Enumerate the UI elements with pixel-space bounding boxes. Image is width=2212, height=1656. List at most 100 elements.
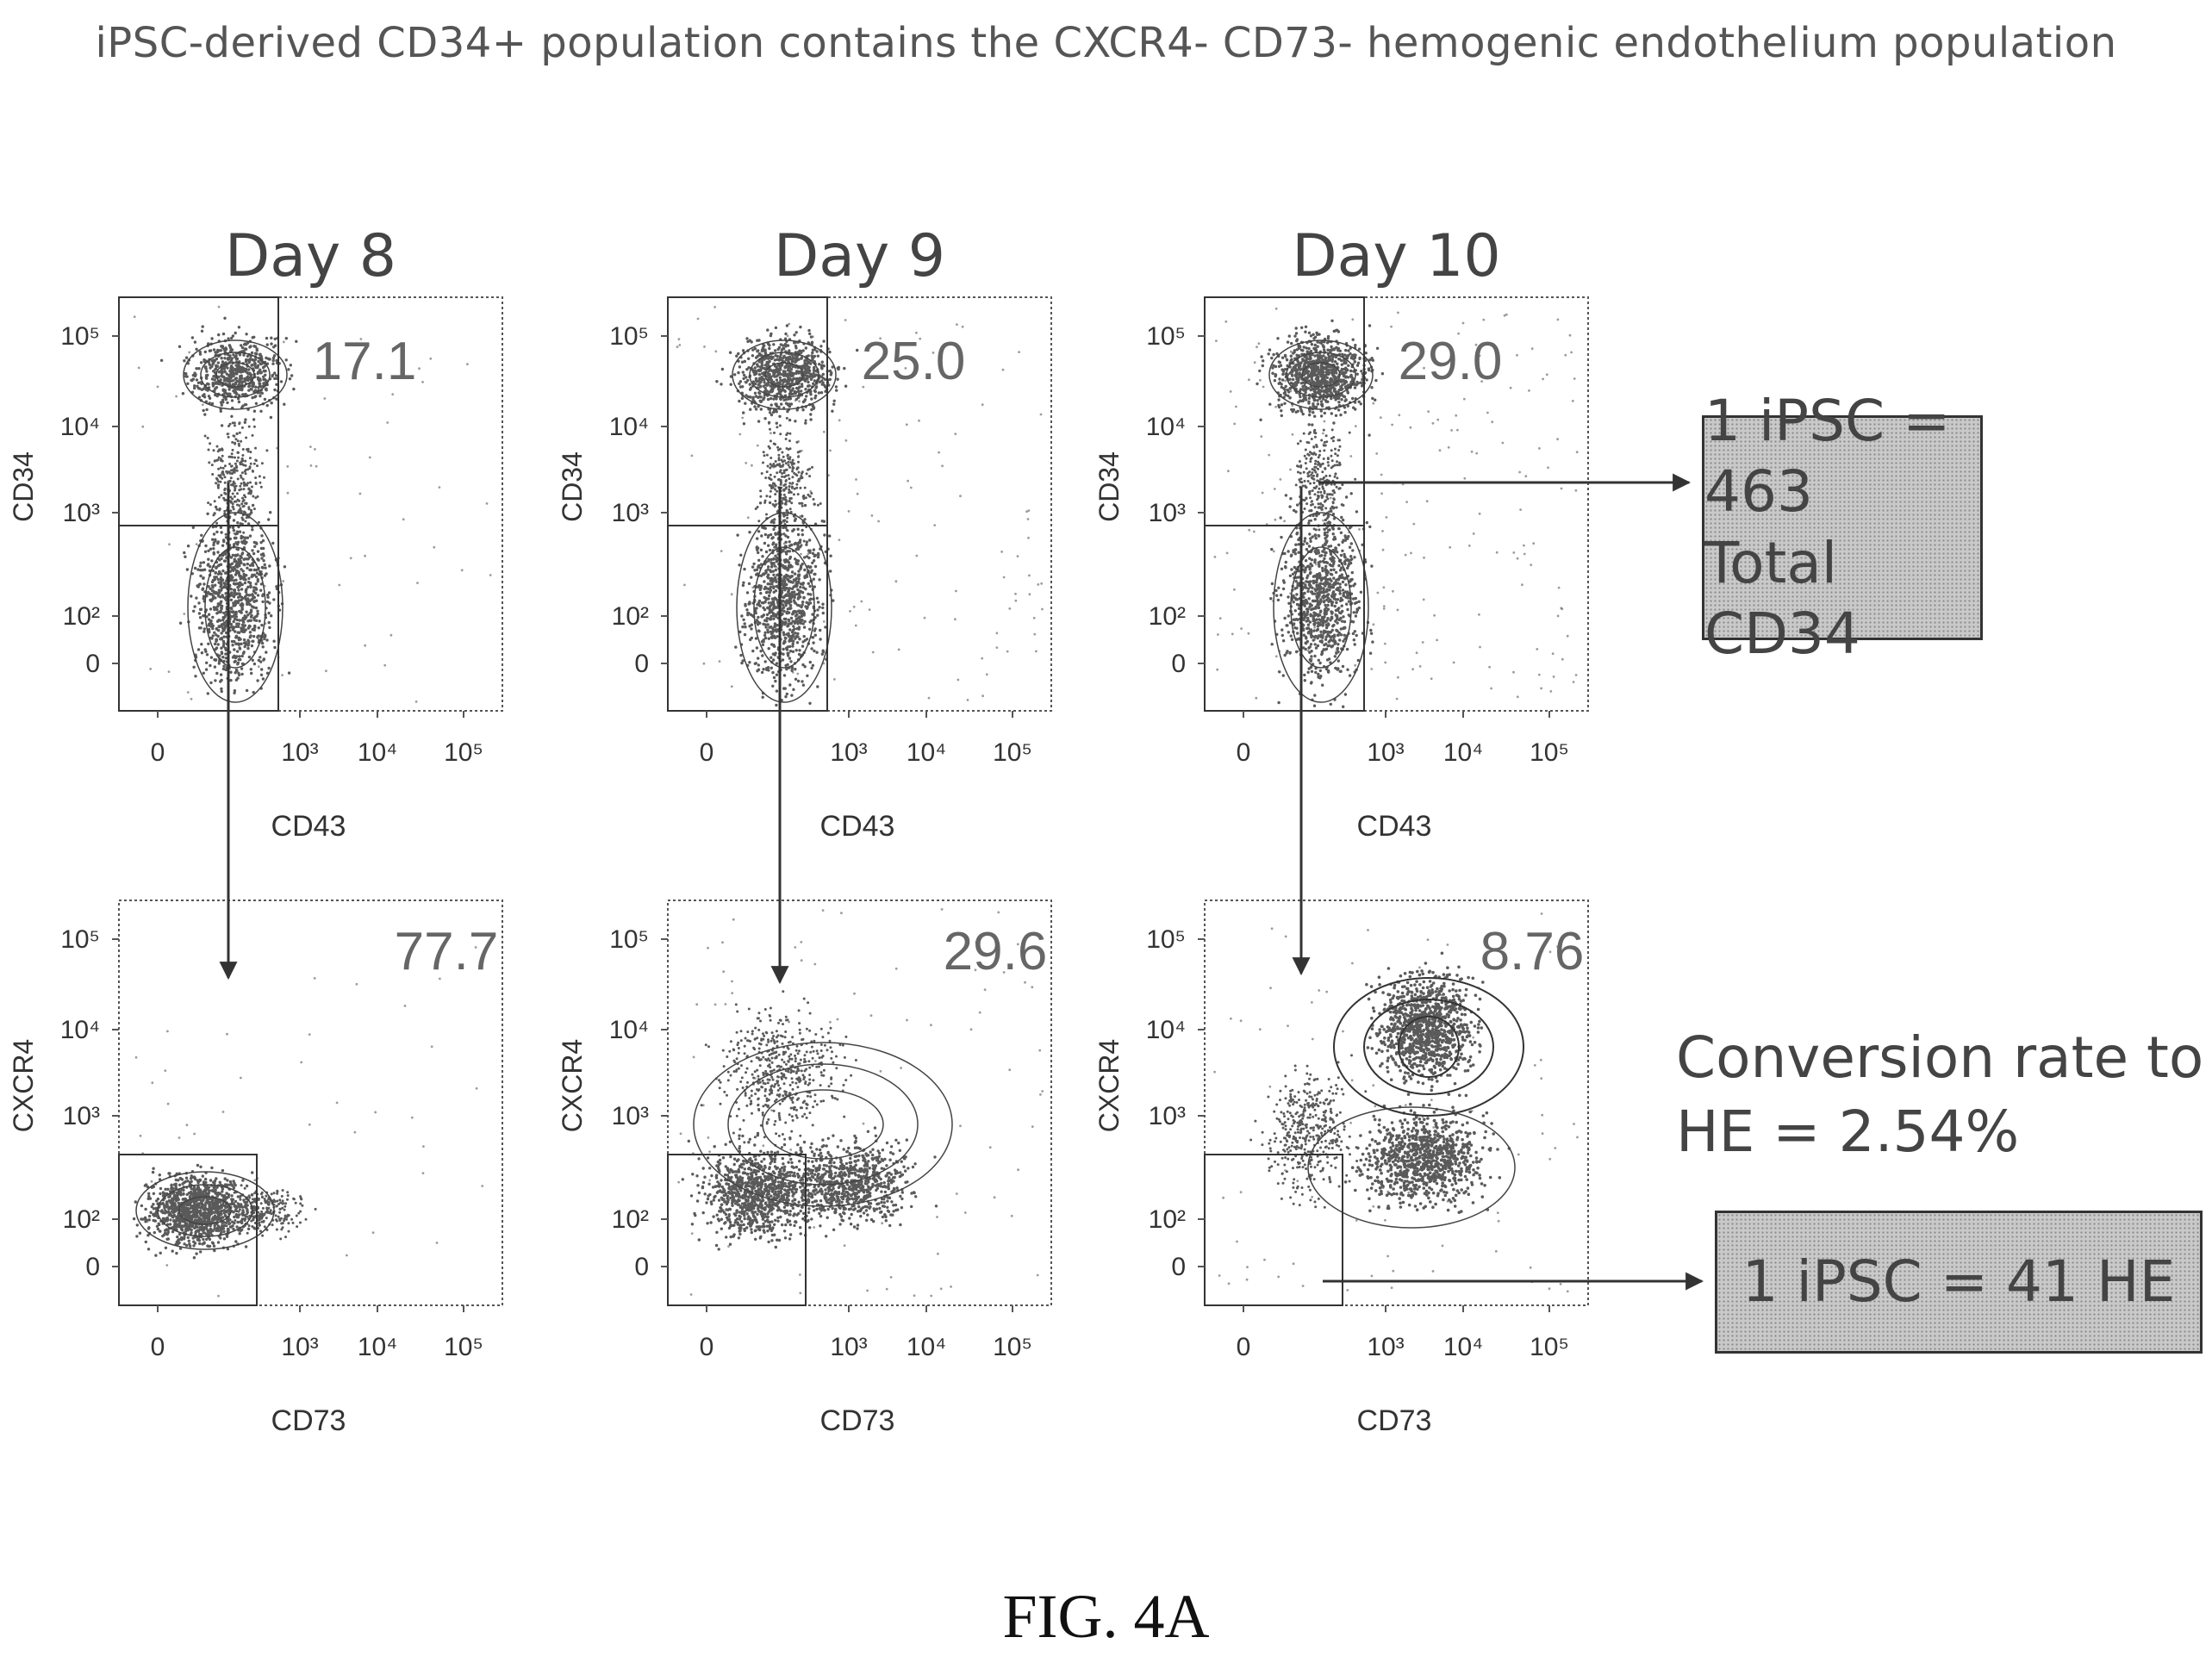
day-label: Day 9	[774, 222, 945, 290]
contour-line	[1268, 339, 1374, 410]
gate-cd34-pos	[1204, 296, 1365, 526]
contour-line	[215, 362, 255, 388]
flow-plot-1: Day 8 17.1 10⁵ 10⁴ 10³ 10² 0 0 10³ 10⁴ 10⁵ CD43 CD34	[8, 222, 503, 843]
y-tick-label: 10⁵	[60, 322, 100, 351]
density-dots	[1213, 912, 1579, 1293]
gate-percentage: 17.1	[313, 332, 417, 391]
y-tick-label: 0	[85, 1253, 100, 1281]
y-axis-label: CXCR4	[1094, 1039, 1125, 1132]
contour-line	[762, 1089, 884, 1160]
x-tick-label: 10⁵	[1530, 738, 1569, 767]
plot-frame	[667, 900, 1052, 1306]
y-tick-label: 10²	[612, 602, 649, 631]
contour-line	[1363, 999, 1494, 1095]
x-tick-label: 10⁴	[358, 1333, 397, 1361]
y-tick-label: 0	[1171, 1253, 1186, 1281]
y-tick-label: 10²	[612, 1205, 649, 1234]
he-yield-line1: 1 iPSC = 41 HE	[1742, 1248, 2176, 1315]
contour-line	[204, 546, 266, 669]
contour-line	[183, 339, 288, 410]
gate-he	[1204, 1154, 1343, 1306]
x-tick-label: 0	[700, 1333, 714, 1361]
y-axis-label: CD34	[1094, 451, 1125, 522]
y-tick-label: 0	[634, 1253, 649, 1281]
contour-line	[178, 1196, 232, 1225]
y-tick-label: 10³	[63, 499, 100, 527]
y-tick-label: 10²	[1149, 602, 1186, 631]
flow-plot-3: Day 10 29.0 10⁵ 10⁴ 10³ 10² 0 0 10³ 10⁴ 10⁵ CD43 CD3…	[1094, 222, 1589, 843]
contour-line	[1333, 977, 1524, 1117]
y-tick-label: 10²	[63, 1205, 100, 1234]
x-axis-label: CD73	[271, 1404, 346, 1437]
y-tick-label: 10³	[612, 499, 649, 527]
gate-percentage: 8.76	[1480, 922, 1585, 981]
x-tick-label: 10⁴	[1443, 738, 1483, 767]
day-label: Day 10	[1292, 222, 1500, 290]
contour-line	[1290, 546, 1352, 669]
y-tick-label: 10²	[63, 602, 100, 631]
flow-plot-5: 29.6 10⁵ 10⁴ 10³ 10² 0 0 10³ 10⁴ 10⁵ CD73 CXCR4	[557, 900, 1052, 1437]
x-axis-label: CD43	[1357, 810, 1432, 843]
x-tick-label: 0	[700, 738, 714, 767]
contour-line	[1307, 1106, 1516, 1229]
plot-frame	[118, 296, 503, 712]
x-tick-label: 10³	[830, 738, 867, 767]
contour-line	[1273, 512, 1369, 703]
y-tick-label: 0	[634, 650, 649, 678]
cd34-yield-line2: Total CD34	[1704, 529, 1860, 668]
contour-line	[1398, 1016, 1460, 1078]
cd34-yield-box: 1 iPSC = 463 Total CD34	[1702, 388, 1983, 667]
y-axis-label: CXCR4	[8, 1039, 39, 1132]
cd34-yield-line1: 1 iPSC = 463	[1704, 387, 1951, 526]
y-axis-label: CD34	[8, 451, 39, 522]
x-tick-label: 10⁵	[993, 1333, 1032, 1361]
x-tick-label: 10⁴	[358, 738, 397, 767]
contour-line	[1286, 352, 1356, 398]
x-tick-label: 10⁴	[907, 738, 946, 767]
x-axis-label: CD73	[820, 1404, 895, 1437]
y-tick-label: 10⁵	[60, 925, 100, 954]
y-tick-label: 10⁴	[1146, 1016, 1186, 1044]
x-axis-label: CD43	[271, 810, 346, 843]
y-tick-label: 10³	[1149, 1102, 1186, 1130]
conversion-line1: Conversion rate to	[1676, 1024, 2204, 1091]
contour-line	[135, 1171, 275, 1250]
x-tick-label: 0	[1237, 1333, 1251, 1361]
y-tick-label: 10⁵	[1146, 322, 1186, 351]
y-tick-label: 10⁵	[609, 322, 649, 351]
x-tick-label: 10³	[1367, 1333, 1404, 1361]
gate-cd34-neg	[1204, 525, 1365, 712]
gate-cd34-neg	[667, 525, 828, 712]
flow-plots: Day 8 17.1 10⁵ 10⁴ 10³ 10² 0 0 10³ 10⁴ 10⁵ CD43 CD34…	[8, 222, 1589, 1437]
y-tick-label: 10³	[1149, 499, 1186, 527]
x-tick-label: 10⁵	[444, 1333, 483, 1361]
gate-cd34-pos	[667, 296, 828, 526]
flow-plot-6: 8.76 10⁵ 10⁴ 10³ 10² 0 0 10³ 10⁴ 10⁵ CD73 CXCR4	[1094, 900, 1589, 1437]
contour-line	[749, 352, 819, 398]
y-tick-label: 0	[85, 650, 100, 678]
x-tick-label: 0	[151, 1333, 165, 1361]
density-dots	[132, 946, 484, 1298]
y-tick-label: 10⁵	[1146, 925, 1186, 954]
contour-line	[200, 352, 271, 398]
x-tick-label: 10⁵	[993, 738, 1032, 767]
x-tick-label: 10⁴	[1443, 1333, 1483, 1361]
x-tick-label: 10³	[1367, 738, 1404, 767]
y-tick-label: 10³	[612, 1102, 649, 1130]
y-axis-label: CXCR4	[557, 1039, 588, 1132]
y-tick-label: 10⁴	[609, 1016, 649, 1044]
flow-plot-4: 77.7 10⁵ 10⁴ 10³ 10² 0 0 10³ 10⁴ 10⁵ CD73 CXCR4	[8, 900, 503, 1437]
y-tick-label: 0	[1171, 650, 1186, 678]
he-yield-box: 1 iPSC = 41 HE	[1715, 1211, 2203, 1354]
contour-line	[764, 362, 804, 388]
x-tick-label: 10³	[281, 1333, 318, 1361]
figure-caption: FIG. 4A	[1002, 1582, 1210, 1651]
x-tick-label: 10⁴	[907, 1333, 946, 1361]
contour-line	[736, 512, 832, 703]
gating-arrows	[219, 473, 1704, 1291]
gate-percentage: 77.7	[395, 922, 499, 981]
y-axis-label: CD34	[557, 451, 588, 522]
plot-frame	[1204, 900, 1589, 1306]
day-label: Day 8	[225, 222, 396, 290]
plot-frame	[1204, 296, 1589, 712]
